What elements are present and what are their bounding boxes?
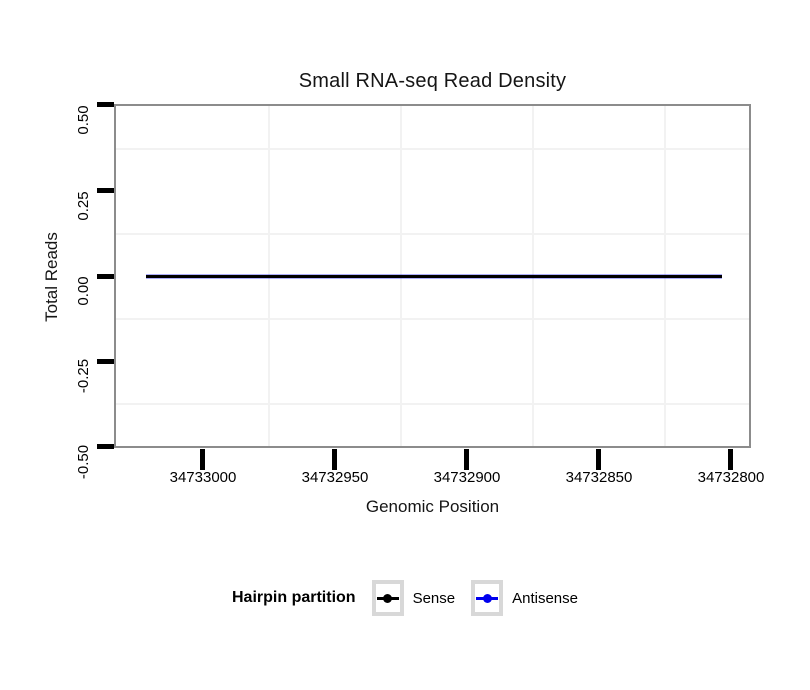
y-axis-tick <box>97 444 114 449</box>
minor-gridline-horizontal <box>116 147 749 150</box>
legend-title: Hairpin partition <box>232 589 356 606</box>
x-tick-label: 34732800 <box>697 469 765 486</box>
x-tick-label: 34732900 <box>433 469 501 486</box>
minor-gridline-horizontal <box>116 402 749 405</box>
chart-title: Small RNA-seq Read Density <box>298 70 567 92</box>
sense-line <box>145 274 722 278</box>
x-tick-label: 34732950 <box>301 469 369 486</box>
x-axis-tick <box>332 449 337 470</box>
x-tick-label: 34732850 <box>565 469 633 486</box>
legend-label-antisense: Antisense <box>512 589 578 607</box>
x-axis-tick <box>200 449 205 470</box>
y-axis-title: Total Reads <box>42 232 61 322</box>
x-axis-tick <box>464 449 469 470</box>
y-axis-tick <box>97 188 114 193</box>
y-axis-tick <box>97 359 114 364</box>
legend: Hairpin partition Sense Antisense <box>0 577 810 619</box>
y-tick-label: -0.50 <box>74 444 92 480</box>
sense-key-icon <box>371 580 404 616</box>
y-axis-tick <box>97 274 114 279</box>
x-tick-label: 34733000 <box>169 469 237 486</box>
y-axis-tick <box>97 102 114 107</box>
x-axis-tick <box>596 449 601 470</box>
plot-panel <box>114 104 751 448</box>
y-tick-label: 0.00 <box>74 276 92 306</box>
y-tick-label: 0.50 <box>74 105 92 135</box>
antisense-key-icon <box>471 580 504 616</box>
legend-label-sense: Sense <box>412 589 456 607</box>
minor-gridline-horizontal <box>116 317 749 320</box>
x-axis-title: Genomic Position <box>365 497 500 516</box>
minor-gridline-horizontal <box>116 232 749 235</box>
x-axis-tick <box>728 449 733 470</box>
sense-key-dot <box>383 593 393 603</box>
y-tick-label: 0.25 <box>74 191 92 221</box>
legend-entry-antisense: Antisense <box>471 580 578 616</box>
legend-entry-sense: Sense <box>371 580 456 616</box>
antisense-key-dot <box>482 593 492 603</box>
y-tick-label: -0.25 <box>74 358 92 394</box>
